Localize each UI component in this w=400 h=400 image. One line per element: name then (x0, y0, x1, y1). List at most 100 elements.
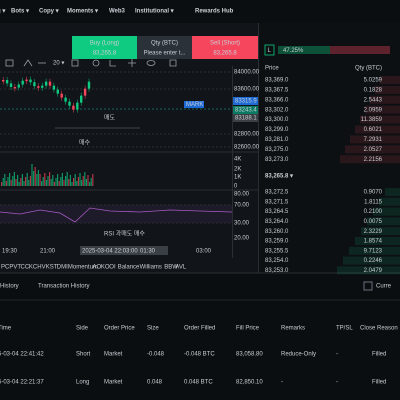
nav-item[interactable]: Rewards Hub (195, 9, 234, 15)
volume-bar (87, 175, 89, 186)
column-header: Remarks (281, 326, 305, 332)
cell: - (281, 380, 283, 386)
ask-qty: 2.0527 (364, 147, 383, 153)
indicator[interactable]: HV (37, 265, 45, 271)
mark-price-badge (233, 97, 258, 105)
ask-qty: 2.0959 (364, 107, 383, 113)
rsi-tick: 20.00 (234, 236, 250, 242)
volume-bar (68, 179, 70, 186)
indicator[interactable]: BBW (164, 265, 178, 271)
column-header: Fill Price (236, 326, 260, 332)
volume-bar (71, 182, 73, 186)
volume-bar (37, 170, 39, 186)
side-icon: L (268, 48, 272, 54)
cell: Filled (372, 380, 386, 386)
bid-price: 83,264.5 (265, 209, 289, 215)
volume-bar (49, 172, 51, 186)
volume-bar (60, 177, 62, 186)
sell-button[interactable] (192, 36, 258, 59)
volume-bar (5, 181, 7, 186)
volume-bar (77, 177, 79, 186)
candle (44, 81, 48, 86)
indicator[interactable]: Williams (140, 265, 162, 271)
volume-tick: 1K (234, 175, 241, 181)
cell: 2025-03-04 22:41:42 (0, 352, 44, 358)
volume-bar (12, 176, 14, 186)
nav-item[interactable]: Institutional ▾ (135, 9, 175, 15)
volume-bar (1, 182, 3, 186)
volume-bar (18, 182, 20, 186)
volume-bar (92, 174, 94, 186)
volume-bar (23, 181, 25, 186)
volume-bar (55, 178, 57, 186)
sell-label: Sell (Short) (210, 41, 240, 47)
candle (37, 86, 40, 88)
rsi-line (0, 207, 233, 223)
buy-label: Buy (Long) (90, 41, 119, 47)
cell: Market (104, 352, 123, 358)
volume-bar (42, 177, 44, 186)
cell: -0.048 (147, 352, 165, 358)
nav-item[interactable]: Copy ▾ (39, 9, 60, 15)
depth-bar (350, 135, 400, 144)
buy-button[interactable] (72, 36, 137, 59)
bid-qty: 0.2246 (364, 258, 383, 264)
volume-bar (65, 176, 67, 186)
volume-bar (44, 173, 46, 186)
annotation: 매수 (79, 139, 91, 147)
indicator[interactable]: DMI (57, 265, 68, 271)
cell: -0.048 BTC (184, 352, 215, 358)
crosshair-time: 2025-03-04 22:03:00 (82, 249, 138, 255)
volume-bar (21, 174, 23, 186)
indicator[interactable]: KO (101, 265, 110, 271)
ask-qty: 11.3859 (361, 117, 383, 123)
indicator[interactable]: KC (29, 265, 38, 271)
indicator[interactable]: PVT (9, 265, 21, 271)
annotation: RSI 과매도 매수 (104, 230, 145, 238)
volume-bar (58, 181, 60, 186)
nav-item[interactable]: g ▾ (0, 9, 6, 15)
candle (33, 82, 36, 87)
depth-bar (385, 188, 400, 196)
indicator[interactable]: AO (93, 265, 102, 271)
indicator[interactable]: Momentum (68, 265, 98, 271)
last-price-badge (233, 106, 258, 114)
candle (64, 97, 67, 102)
depth-bar (375, 85, 400, 94)
volume-bar (69, 175, 71, 186)
nav-item[interactable]: Bots ▾ (11, 9, 30, 15)
indicator[interactable]: CC (21, 265, 30, 271)
cell: Reduce-Only (281, 352, 316, 358)
bid-qty: 0.0075 (364, 219, 383, 225)
ask-qty: 0.1828 (364, 87, 383, 93)
tab[interactable]: History (0, 284, 19, 290)
candle (13, 87, 17, 89)
qty-input[interactable] (137, 36, 192, 59)
ask-price: 83,281.0 (265, 137, 289, 143)
crosshair-badge (80, 246, 168, 255)
mid-price: 83,265.8 ▾ (265, 174, 294, 180)
indicator[interactable]: OI (109, 265, 116, 271)
bid-qty: 2.3229 (364, 229, 383, 235)
candle (60, 93, 63, 98)
ask-price: 83,366.0 (265, 97, 289, 103)
column-header: Order Filled (184, 326, 215, 332)
depth-bar (345, 145, 400, 154)
price-tick: 82600.00 (234, 145, 260, 151)
checkbox[interactable] (363, 281, 373, 291)
rsi-tick: 70.00 (234, 203, 250, 209)
nav-item[interactable]: Moments ▾ (67, 9, 99, 15)
filter[interactable]: Curre (376, 284, 392, 290)
volume-bar (39, 174, 41, 186)
time-tick: 03:00 (196, 249, 212, 255)
indicator[interactable]: Balance (118, 265, 140, 271)
indicator[interactable]: KST (46, 265, 58, 271)
indicator[interactable]: AVL (175, 265, 187, 271)
indicator[interactable]: PC (1, 265, 10, 271)
nav-item[interactable]: Web3 (109, 9, 126, 15)
ask-qty: 0.6021 (364, 127, 383, 133)
ask-price: 83,299.0 (265, 127, 289, 133)
volume-bar (7, 177, 9, 186)
tab[interactable]: Transaction History (38, 284, 89, 290)
bid-price: 83,254.0 (265, 258, 289, 264)
